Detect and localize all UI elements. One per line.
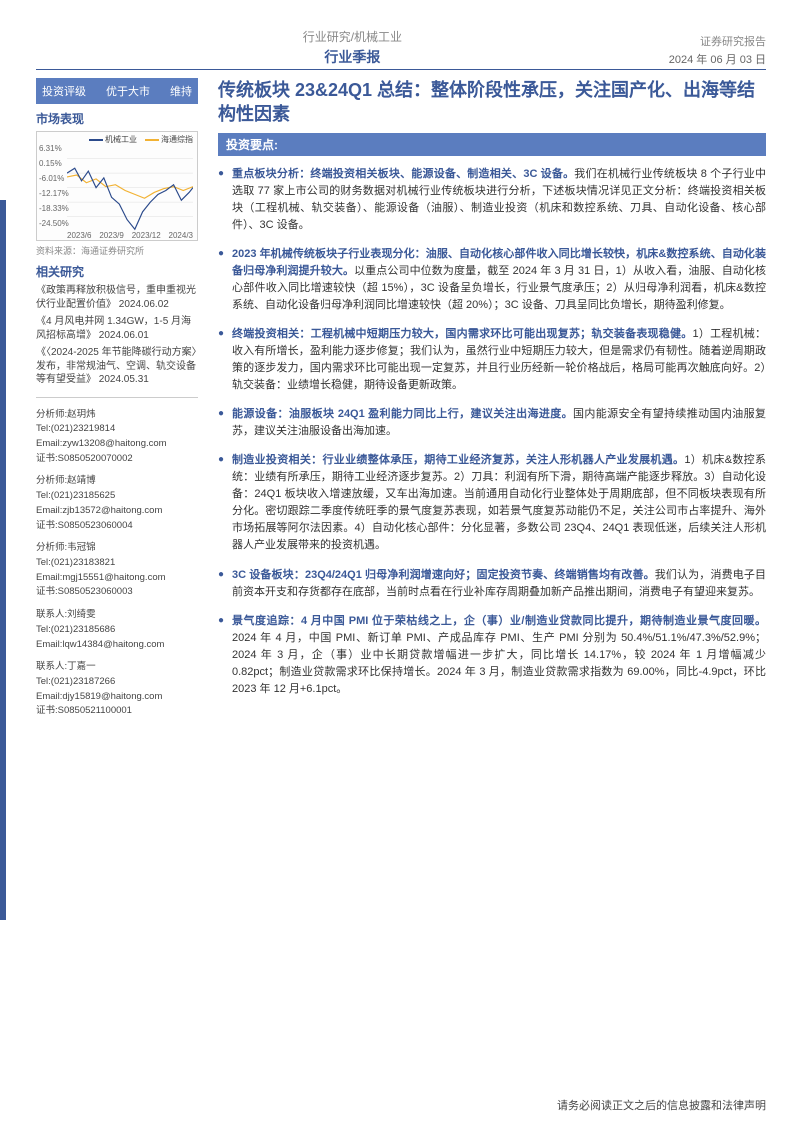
chart-yaxis: 6.31% 0.15% -6.01% -12.17% -18.33% -24.5… [39, 144, 69, 228]
chart-svg [67, 144, 193, 231]
ytick: -12.17% [39, 189, 69, 198]
xtick: 2024/3 [169, 231, 193, 240]
analyst-cert: 证书:S0850520070002 [36, 452, 198, 467]
analyst-name: 联系人:刘绮雯 [36, 608, 198, 623]
rating-label: 投资评级 [42, 83, 86, 99]
related-item: 《4 月风电并网 1.34GW，1-5 月海风招标高增》 2024.06.01 [36, 315, 198, 342]
xtick: 2023/6 [67, 231, 91, 240]
rating-status: 维持 [170, 83, 192, 99]
market-perf-label: 市场表现 [36, 110, 198, 127]
analyst-entry: 分析师:赵玥炜Tel:(021)23219814Email:zyw13208@h… [36, 408, 198, 467]
bullet-item: 景气度追踪：4 月中国 PMI 位于荣枯线之上，企（事）业/制造业贷款同比提升，… [218, 613, 766, 698]
related-label: 相关研究 [36, 263, 198, 280]
header-title: 行业季报 [36, 47, 669, 67]
series-a-line [67, 168, 193, 229]
analyst-name: 联系人:丁嘉一 [36, 660, 198, 675]
main-title: 传统板块 23&24Q1 总结：整体阶段性承压，关注国产化、出海等结构性因素 [218, 78, 766, 127]
bullet-item: 能源设备：油服板块 24Q1 盈利能力同比上行，建议关注出海进度。国内能源安全有… [218, 406, 766, 440]
page-container: 行业研究/机械工业 行业季报 证券研究报告 2024 年 06 月 03 日 投… [0, 0, 802, 1133]
analyst-tel: Tel:(021)23219814 [36, 422, 198, 437]
analyst-tel: Tel:(021)23187266 [36, 675, 198, 690]
bullet-head: 制造业投资相关：行业业绩整体承压，期待工业经济复苏，关注人形机器人产业发展机遇。 [232, 454, 684, 466]
legend-swatch-a [89, 139, 103, 141]
xtick: 2023/12 [132, 231, 161, 240]
chart-xaxis: 2023/6 2023/9 2023/12 2024/3 [67, 231, 193, 240]
body-row: 投资评级 优于大市 维持 市场表现 机械工业 海通综指 6.3 [36, 78, 766, 727]
analyst-entry: 分析师:韦冠锦Tel:(021)23183821Email:mgj15551@h… [36, 541, 198, 600]
analyst-email: Email:mgj15551@haitong.com [36, 571, 198, 586]
ytick: 0.15% [39, 159, 69, 168]
analyst-tel: Tel:(021)23185625 [36, 489, 198, 504]
bullet-body: 1）机床&数控系统：业绩有所承压，期待工业经济逐步复苏。2）刀具：利润有所下滑，… [232, 454, 766, 551]
bullet-list: 重点板块分析：终端投资相关板块、能源设备、制造相关、3C 设备。我们在机械行业传… [218, 166, 766, 698]
footer-disclaimer: 请务必阅读正文之后的信息披露和法律声明 [557, 1097, 766, 1113]
bullet-head: 景气度追踪：4 月中国 PMI 位于荣枯线之上，企（事）业/制造业贷款同比提升，… [232, 615, 766, 627]
analyst-name: 分析师:赵靖博 [36, 474, 198, 489]
bullet-head: 3C 设备板块：23Q4/24Q1 归母净利润增速向好；固定投资节奏、终端销售均… [232, 569, 655, 581]
bullet-item: 制造业投资相关：行业业绩整体承压，期待工业经济复苏，关注人形机器人产业发展机遇。… [218, 452, 766, 554]
analyst-entry: 分析师:赵靖博Tel:(021)23185625Email:zjb13572@h… [36, 474, 198, 533]
bullet-item: 2023 年机械传统板块子行业表现分化：油服、自动化核心部件收入同比增长较快，机… [218, 246, 766, 314]
legend-swatch-b [145, 139, 159, 141]
bullet-item: 终端投资相关：工程机械中短期压力较大，国内需求环比可能出现复苏；轨交装备表现稳健… [218, 326, 766, 394]
report-date: 2024 年 06 月 03 日 [669, 51, 766, 67]
ytick: 6.31% [39, 144, 69, 153]
analyst-tel: Tel:(021)23183821 [36, 556, 198, 571]
analyst-cert: 证书:S0850521100001 [36, 704, 198, 719]
analyst-entry: 联系人:刘绮雯Tel:(021)23185686Email:lqw14384@h… [36, 608, 198, 652]
related-item: 《政策再释放积极信号，重申重视光伏行业配置价值》 2024.06.02 [36, 284, 198, 311]
related-item: 《〈2024-2025 年节能降碳行动方案〉发布，非常规油气、空调、轨交设备等有… [36, 346, 198, 387]
bullet-head: 能源设备：油服板块 24Q1 盈利能力同比上行，建议关注出海进度。 [232, 408, 573, 420]
market-perf-chart: 机械工业 海通综指 6.31% 0.15% -6.01% -12.17% -18… [36, 131, 198, 241]
header-right: 证券研究报告 2024 年 06 月 03 日 [669, 33, 766, 67]
header-category: 行业研究/机械工业 [36, 28, 669, 45]
analyst-cert: 证书:S0850523060004 [36, 519, 198, 534]
ytick: -24.50% [39, 219, 69, 228]
xtick: 2023/9 [99, 231, 123, 240]
rating-value: 优于大市 [106, 83, 150, 99]
bullet-item: 重点板块分析：终端投资相关板块、能源设备、制造相关、3C 设备。我们在机械行业传… [218, 166, 766, 234]
analyst-email: Email:djy15819@haitong.com [36, 690, 198, 705]
grid [67, 159, 193, 217]
bullet-head: 重点板块分析：终端投资相关板块、能源设备、制造相关、3C 设备。 [232, 168, 574, 180]
analysts: 分析师:赵玥炜Tel:(021)23219814Email:zyw13208@h… [36, 408, 198, 720]
ytick: -18.33% [39, 204, 69, 213]
analyst-entry: 联系人:丁嘉一Tel:(021)23187266Email:djy15819@h… [36, 660, 198, 719]
key-points-bar: 投资要点: [218, 133, 766, 156]
analyst-email: Email:lqw14384@haitong.com [36, 638, 198, 653]
sidebar: 投资评级 优于大市 维持 市场表现 机械工业 海通综指 6.3 [36, 78, 206, 727]
chart-source: 资料来源：海通证券研究所 [36, 244, 198, 257]
report-type: 证券研究报告 [669, 33, 766, 49]
analyst-tel: Tel:(021)23185686 [36, 623, 198, 638]
analyst-cert: 证书:S0850523060003 [36, 585, 198, 600]
analyst-email: Email:zjb13572@haitong.com [36, 504, 198, 519]
page-header: 行业研究/机械工业 行业季报 证券研究报告 2024 年 06 月 03 日 [36, 28, 766, 70]
main-content: 传统板块 23&24Q1 总结：整体阶段性承压，关注国产化、出海等结构性因素 投… [206, 78, 766, 727]
ytick: -6.01% [39, 174, 69, 183]
analyst-name: 分析师:韦冠锦 [36, 541, 198, 556]
analyst-name: 分析师:赵玥炜 [36, 408, 198, 423]
bullet-body: 2024 年 4 月，中国 PMI、新订单 PMI、产成品库存 PMI、生产 P… [232, 632, 766, 695]
header-left: 行业研究/机械工业 行业季报 [36, 28, 669, 67]
analyst-email: Email:zyw13208@haitong.com [36, 437, 198, 452]
sidebar-divider [36, 397, 198, 398]
rating-box: 投资评级 优于大市 维持 [36, 78, 198, 104]
bullet-item: 3C 设备板块：23Q4/24Q1 归母净利润增速向好；固定投资节奏、终端销售均… [218, 567, 766, 601]
bullet-head: 终端投资相关：工程机械中短期压力较大，国内需求环比可能出现复苏；轨交装备表现稳健… [232, 328, 692, 340]
